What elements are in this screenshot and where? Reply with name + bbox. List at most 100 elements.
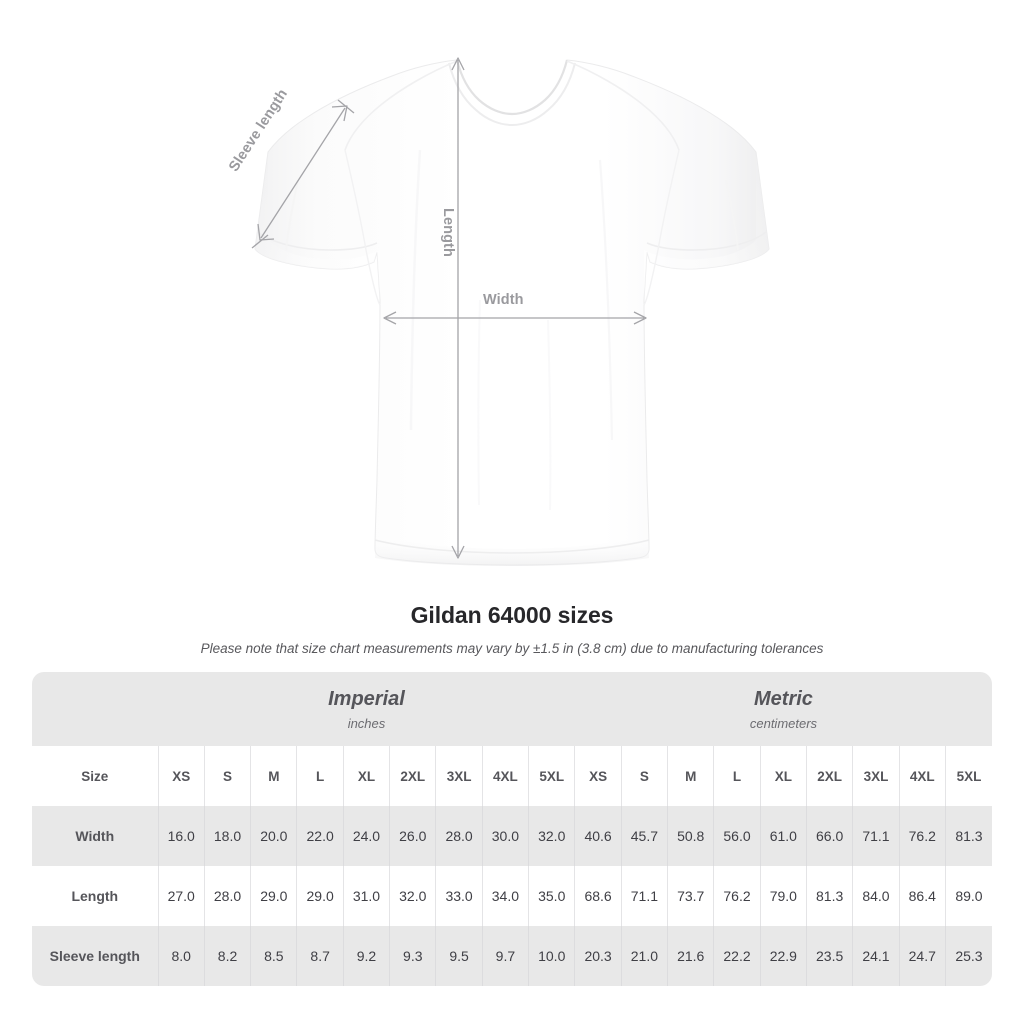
unit-group-header-row: Imperial inches Metric centimeters [32, 672, 992, 746]
measurement-cell: 61.0 [759, 806, 807, 866]
measurement-cell: 76.2 [898, 806, 946, 866]
size-header-cell: 2XL [389, 746, 436, 806]
measurement-row-label: Width [32, 806, 159, 866]
chart-heading: Gildan 64000 sizes Please note that size… [0, 600, 1024, 658]
measurement-cell: 24.0 [342, 806, 390, 866]
t-shirt-svg [251, 57, 770, 566]
measurement-cell: 22.9 [759, 926, 807, 986]
measurement-cell: 40.6 [574, 806, 622, 866]
measurement-annotations [251, 57, 647, 559]
size-header-cell: S [620, 746, 668, 806]
unit-group-metric-name: Metric [754, 687, 813, 710]
measurement-cell: 23.5 [805, 926, 853, 986]
measurement-cell: 20.0 [250, 806, 297, 866]
unit-group-imperial-name: Imperial [328, 687, 405, 710]
measurement-cell: 26.0 [389, 806, 436, 866]
size-header-cell: 5XL [944, 746, 992, 806]
table-row: Width 16.0 18.0 20.0 22.0 24.0 26.0 28.0… [32, 806, 992, 866]
measurement-row-label: Sleeve length [32, 926, 159, 986]
size-header-cell: M [667, 746, 714, 806]
size-header-cell: L [296, 746, 344, 806]
measurement-cell: 30.0 [481, 806, 529, 866]
measurement-cell: 28.0 [203, 866, 251, 926]
unit-group-metric: Metric centimeters [574, 672, 992, 746]
measurement-cell: 22.0 [296, 806, 344, 866]
measurement-cell: 9.7 [481, 926, 529, 986]
measurement-cell: 28.0 [435, 806, 483, 866]
unit-group-imperial-sub: inches [347, 715, 386, 731]
measurement-cell: 66.0 [805, 806, 853, 866]
measurement-cell: 45.7 [620, 806, 668, 866]
tolerance-disclaimer: Please note that size chart measurements… [200, 641, 824, 656]
size-header-cell: 4XL [481, 746, 529, 806]
measurement-cell: 71.1 [852, 806, 900, 866]
measurement-row-label: Length [32, 866, 159, 926]
measurement-cell: 8.7 [296, 926, 344, 986]
measurement-cell: 50.8 [667, 806, 714, 866]
unit-group-metric-sub: centimeters [749, 715, 818, 731]
size-chart-table-wrapper: Imperial inches Metric centimeters Size … [32, 672, 992, 986]
measurement-cell: 86.4 [898, 866, 946, 926]
measurement-cell: 20.3 [574, 926, 622, 986]
width-dimension-arrow [383, 311, 647, 325]
size-chart-table: Imperial inches Metric centimeters Size … [32, 672, 992, 986]
width-label: Width [483, 292, 524, 308]
measurement-cell: 8.2 [203, 926, 251, 986]
length-label: Length [440, 208, 456, 257]
measurement-cell: 84.0 [852, 866, 900, 926]
size-header-cell: XL [759, 746, 807, 806]
size-header-cell: M [250, 746, 297, 806]
measurement-cell: 32.0 [528, 806, 575, 866]
size-header-cell: XL [342, 746, 390, 806]
measurement-cell: 35.0 [528, 866, 575, 926]
table-corner-cell [32, 672, 159, 746]
garment-body [254, 59, 770, 566]
measurement-cell: 76.2 [713, 866, 761, 926]
measurement-cell: 22.2 [713, 926, 761, 986]
measurement-cell: 31.0 [342, 866, 390, 926]
measurement-cell: 24.1 [852, 926, 900, 986]
measurement-cell: 8.0 [157, 926, 205, 986]
measurement-cell: 16.0 [157, 806, 205, 866]
size-column-header: Size [32, 746, 159, 806]
size-header-cell: S [203, 746, 251, 806]
measurement-cell: 68.6 [574, 866, 622, 926]
measurement-cell: 9.2 [342, 926, 390, 986]
size-header-cell: 5XL [528, 746, 575, 806]
size-header-row: Size XS S M L XL 2XL 3XL 4XL 5XL XS S M … [32, 746, 992, 806]
size-header-cell: 3XL [435, 746, 483, 806]
measurement-cell: 56.0 [713, 806, 761, 866]
size-header-cell: 2XL [805, 746, 853, 806]
measurement-cell: 8.5 [250, 926, 297, 986]
sleeve-length-dimension-arrow [251, 99, 355, 249]
measurement-cell: 21.0 [620, 926, 668, 986]
measurement-cell: 9.3 [389, 926, 436, 986]
table-row: Length 27.0 28.0 29.0 29.0 31.0 32.0 33.… [32, 866, 992, 926]
measurement-cell: 73.7 [667, 866, 714, 926]
page-title: Gildan 64000 sizes [410, 602, 614, 628]
t-shirt-illustration: Sleeve length Length Width [226, 57, 770, 566]
measurement-cell: 34.0 [481, 866, 529, 926]
measurement-cell: 71.1 [620, 866, 668, 926]
size-header-cell: XS [574, 746, 622, 806]
measurement-cell: 81.3 [805, 866, 853, 926]
measurement-cell: 79.0 [759, 866, 807, 926]
size-header-cell: L [713, 746, 761, 806]
measurement-cell: 29.0 [296, 866, 344, 926]
measurement-cell: 24.7 [898, 926, 946, 986]
size-header-cell: 4XL [898, 746, 946, 806]
measurement-cell: 33.0 [435, 866, 483, 926]
measurement-cell: 29.0 [250, 866, 297, 926]
size-header-cell: 3XL [852, 746, 900, 806]
measurement-cell: 89.0 [944, 866, 992, 926]
table-row: Sleeve length 8.0 8.2 8.5 8.7 9.2 9.3 9.… [32, 926, 992, 986]
unit-group-imperial: Imperial inches [158, 672, 575, 746]
measurement-cell: 81.3 [944, 806, 992, 866]
measurement-cell: 9.5 [435, 926, 483, 986]
size-header-cell: XS [157, 746, 205, 806]
measurement-cell: 32.0 [389, 866, 436, 926]
measurement-cell: 10.0 [528, 926, 575, 986]
measurement-cell: 18.0 [203, 806, 251, 866]
length-dimension-arrow [451, 57, 465, 559]
